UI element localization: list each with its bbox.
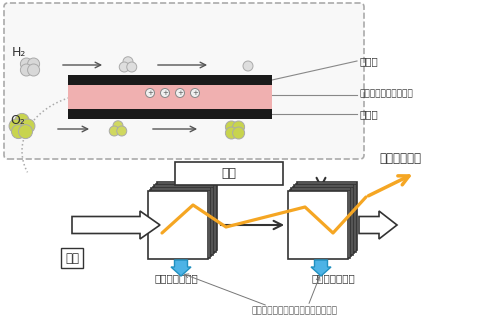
- Circle shape: [113, 121, 123, 131]
- Text: プロトン導電性電解質: プロトン導電性電解質: [360, 90, 414, 99]
- Circle shape: [20, 58, 32, 70]
- Text: +: +: [177, 90, 183, 96]
- Bar: [148, 191, 208, 259]
- Circle shape: [21, 119, 35, 133]
- Bar: [292, 186, 352, 254]
- Bar: [154, 185, 214, 253]
- Circle shape: [9, 119, 23, 133]
- Text: 空気極: 空気極: [360, 109, 379, 119]
- Bar: [288, 191, 348, 259]
- Circle shape: [109, 126, 120, 136]
- Circle shape: [190, 89, 200, 98]
- Circle shape: [120, 62, 129, 72]
- Text: 燃料極: 燃料極: [360, 56, 379, 66]
- Circle shape: [160, 89, 170, 98]
- Text: H₂: H₂: [12, 47, 26, 60]
- Text: 下流側スタック: 下流側スタック: [311, 273, 355, 283]
- Bar: [296, 183, 356, 251]
- Circle shape: [20, 64, 32, 76]
- Bar: [152, 186, 212, 254]
- Circle shape: [28, 58, 40, 70]
- Circle shape: [226, 127, 237, 139]
- Bar: [68, 109, 272, 119]
- Circle shape: [243, 61, 253, 71]
- Circle shape: [117, 126, 127, 136]
- FancyArrow shape: [72, 211, 160, 239]
- Text: +: +: [192, 90, 198, 96]
- Circle shape: [123, 57, 133, 67]
- Text: 超高効率発電: 超高効率発電: [379, 152, 421, 165]
- FancyArrow shape: [171, 260, 191, 276]
- Bar: [175, 162, 283, 185]
- FancyArrow shape: [311, 260, 331, 276]
- Text: +: +: [162, 90, 168, 96]
- Bar: [151, 188, 211, 256]
- FancyBboxPatch shape: [4, 3, 364, 159]
- Circle shape: [127, 62, 137, 72]
- Circle shape: [12, 125, 26, 139]
- Bar: [150, 189, 210, 257]
- Text: 反応による水蒸気発生（空気極側）: 反応による水蒸気発生（空気極側）: [252, 306, 338, 315]
- Bar: [68, 75, 272, 85]
- Circle shape: [28, 64, 40, 76]
- Circle shape: [226, 121, 237, 133]
- Circle shape: [146, 89, 154, 98]
- Circle shape: [176, 89, 184, 98]
- Circle shape: [15, 114, 29, 128]
- Text: 上流側スタック: 上流側スタック: [154, 273, 198, 283]
- Bar: [297, 182, 357, 250]
- Bar: [291, 188, 351, 256]
- Text: 空気: 空気: [222, 167, 236, 180]
- Bar: [68, 85, 272, 109]
- Text: O₂: O₂: [10, 114, 25, 127]
- Circle shape: [18, 125, 32, 139]
- Bar: [290, 189, 350, 257]
- Bar: [157, 182, 217, 250]
- FancyArrow shape: [359, 211, 397, 239]
- Circle shape: [232, 121, 244, 133]
- Text: +: +: [147, 90, 153, 96]
- Text: 燃料: 燃料: [65, 251, 79, 264]
- Circle shape: [232, 127, 244, 139]
- Bar: [294, 185, 354, 253]
- Bar: [156, 183, 216, 251]
